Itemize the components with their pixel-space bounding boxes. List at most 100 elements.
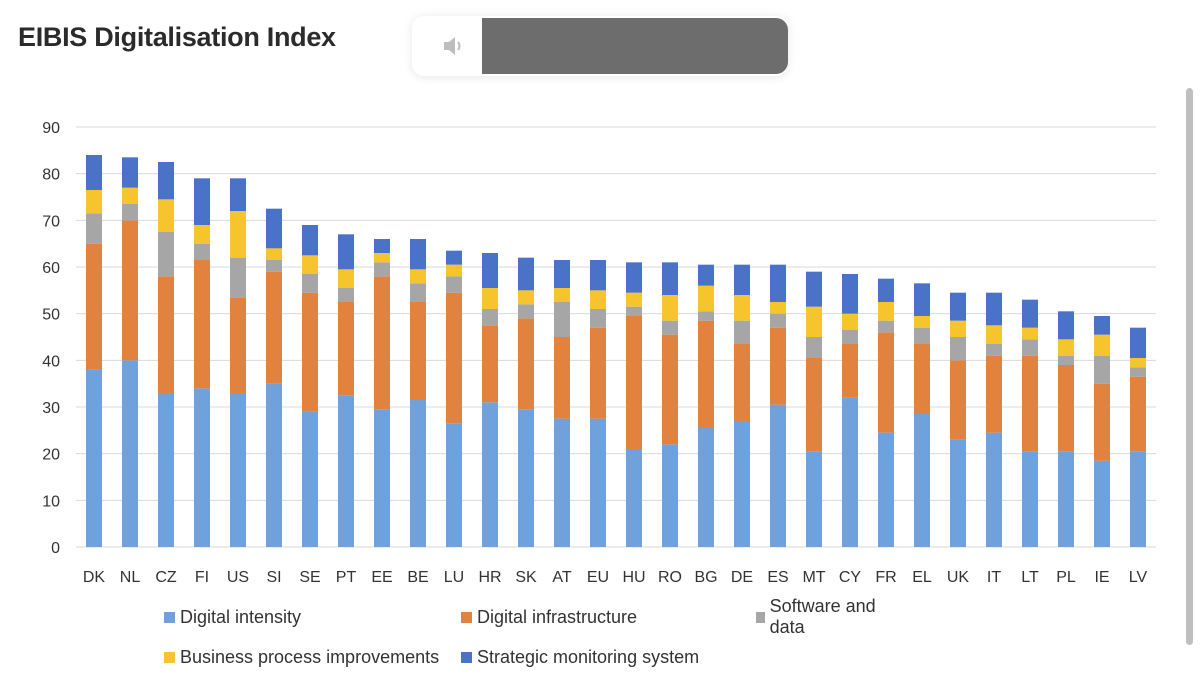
y-tick-label: 40: [42, 353, 60, 370]
bar-segment: [950, 320, 966, 337]
bar-segment: [374, 409, 390, 547]
bar-segment: [302, 225, 318, 256]
legend-item: Digital infrastructure: [461, 606, 637, 628]
bar-segment: [914, 344, 930, 414]
bar-segment: [266, 260, 282, 272]
x-tick-label: FR: [875, 569, 896, 586]
legend: Digital intensity Digital infrastructure S…: [164, 596, 884, 670]
bar-segment: [410, 239, 426, 270]
bar-segment: [122, 187, 138, 204]
bar-segment: [698, 264, 714, 286]
bar-segment: [1022, 339, 1038, 356]
legend-label: Digital intensity: [180, 606, 302, 627]
bar-segment: [230, 257, 246, 298]
bar-segment: [194, 243, 210, 260]
bar-segment: [986, 344, 1002, 356]
y-tick-label: 50: [42, 307, 60, 324]
bar-segment: [194, 260, 210, 389]
bar-segment: [770, 327, 786, 405]
x-tick-label: CY: [839, 569, 862, 586]
x-tick-label: FI: [195, 569, 209, 586]
bar-segment: [86, 190, 102, 214]
bar-segment: [410, 269, 426, 284]
bar-segment: [626, 306, 642, 316]
legend-swatch: [756, 611, 765, 623]
bar-segment: [374, 276, 390, 410]
bar-segment: [1058, 355, 1074, 365]
bar-segment: [734, 295, 750, 321]
bar-segment: [338, 269, 354, 288]
bar-segment: [1130, 358, 1146, 368]
bar-segment: [266, 248, 282, 260]
bar-segment: [158, 393, 174, 547]
bar-segment: [338, 288, 354, 302]
bar-segment: [338, 302, 354, 396]
bar-segment: [1130, 327, 1146, 358]
bar-segment: [554, 260, 570, 288]
bar-segment: [698, 428, 714, 547]
y-tick-label: 10: [42, 493, 60, 510]
y-tick-label: 0: [51, 540, 60, 557]
legend-swatch: [461, 651, 472, 663]
bar-segment: [1058, 451, 1074, 547]
bar-segment: [590, 290, 606, 309]
bar-segment: [302, 411, 318, 547]
bar-segment: [950, 292, 966, 321]
redaction-bar: [482, 18, 788, 74]
legend-item: Software and data: [756, 596, 884, 637]
bar-segment: [986, 355, 1002, 433]
scrollbar[interactable]: [1186, 88, 1193, 645]
bar-segment: [626, 262, 642, 293]
x-tick-label: AT: [552, 569, 571, 586]
bar-segment: [194, 178, 210, 225]
x-tick-label: UK: [947, 569, 970, 586]
x-tick-label: LT: [1021, 569, 1039, 586]
x-tick-label: EU: [587, 569, 609, 586]
x-tick-label: ES: [767, 569, 788, 586]
bar-segment: [1094, 316, 1110, 335]
bar-segment: [1130, 451, 1146, 547]
bar-segment: [158, 276, 174, 393]
bar-segment: [194, 225, 210, 244]
bar-segment: [878, 332, 894, 433]
bar-segment: [878, 432, 894, 547]
bar-segment: [86, 155, 102, 190]
bar-segment: [158, 232, 174, 277]
bar-segment: [914, 327, 930, 344]
x-tick-label: EE: [371, 569, 392, 586]
bar-segment: [950, 439, 966, 547]
x-tick-label: BE: [407, 569, 428, 586]
bar-segment: [1130, 376, 1146, 452]
x-tick-label: IE: [1094, 569, 1109, 586]
bar-segment: [626, 316, 642, 449]
audio-player[interactable]: [412, 16, 788, 76]
bar-segment: [878, 302, 894, 321]
x-tick-label: SI: [266, 569, 281, 586]
x-tick-label: BG: [694, 569, 717, 586]
bar-segment: [590, 309, 606, 328]
bar-segment: [518, 318, 534, 410]
legend-item: Business process improvements: [164, 646, 439, 668]
bar-segment: [1022, 299, 1038, 328]
x-tick-label: SE: [299, 569, 320, 586]
x-tick-label: DK: [83, 569, 106, 586]
x-tick-label: DE: [731, 569, 753, 586]
bar-segment: [410, 283, 426, 302]
bar-segment: [806, 358, 822, 452]
x-tick-label: PL: [1056, 569, 1076, 586]
bar-segment: [1022, 327, 1038, 340]
y-tick-label: 30: [42, 400, 60, 417]
bar-segment: [86, 213, 102, 244]
bar-segment: [590, 260, 606, 291]
bar-segment: [1094, 355, 1110, 384]
x-tick-label: HR: [478, 569, 501, 586]
bar-segment: [518, 304, 534, 319]
speaker-icon[interactable]: [440, 34, 468, 58]
bar-segment: [950, 337, 966, 361]
bar-segment: [734, 320, 750, 344]
bar-segment: [878, 278, 894, 302]
bar-segment: [626, 449, 642, 547]
bar-segment: [662, 444, 678, 547]
bar-segment: [590, 418, 606, 547]
